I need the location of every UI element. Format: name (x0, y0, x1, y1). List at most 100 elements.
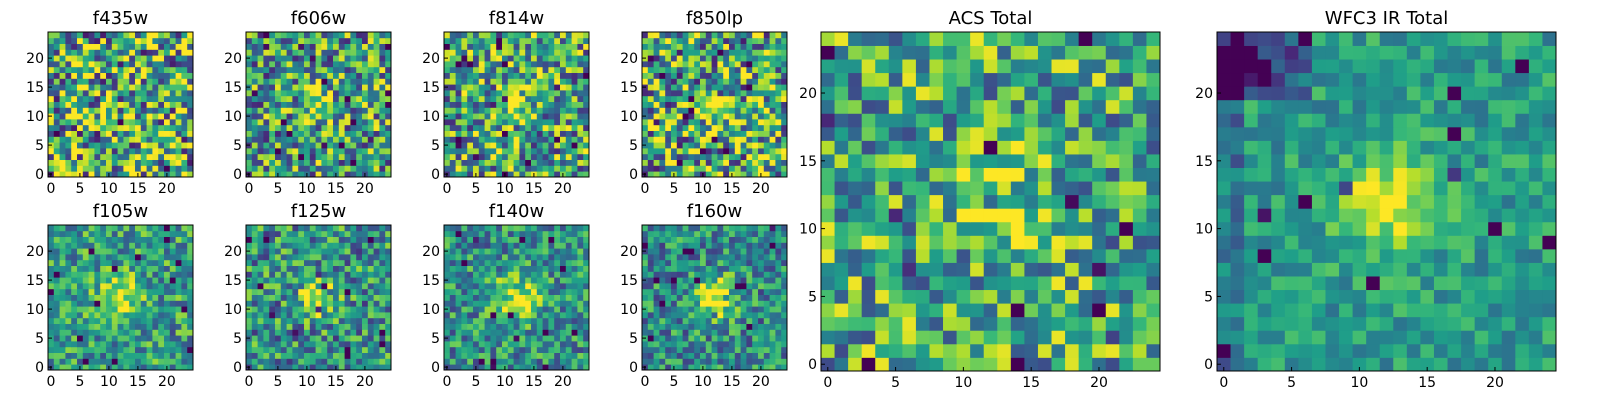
heatmap-cell (746, 288, 753, 295)
heatmap-cell (671, 306, 678, 313)
heatmap-cell (82, 165, 89, 172)
plot-frame-f814w (443, 31, 590, 178)
heatmap-cell (769, 335, 776, 342)
heatmap-cell (129, 107, 136, 114)
heatmap-cell (444, 136, 451, 143)
heatmap-cell (106, 300, 113, 307)
heatmap-cell (309, 32, 316, 39)
heatmap-cell (560, 55, 567, 62)
heatmap-cell (711, 171, 718, 178)
heatmap-cell (688, 159, 695, 166)
heatmap-cell (467, 119, 474, 126)
heatmap-cell (333, 90, 340, 97)
heatmap-cell (531, 346, 538, 353)
heatmap-cell (275, 225, 282, 232)
heatmap-cell (362, 242, 369, 249)
heatmap-cell (455, 294, 462, 301)
heatmap-cell (152, 323, 159, 330)
heatmap-cell (280, 72, 287, 79)
heatmap-cell (478, 346, 485, 353)
heatmap-cell (327, 230, 334, 237)
heatmap-cell (315, 84, 322, 91)
heatmap-cell (106, 329, 113, 336)
heatmap-cell (100, 136, 107, 143)
heatmap-cell (554, 124, 561, 131)
heatmap-cell (734, 341, 741, 348)
heatmap-cell (48, 153, 55, 160)
heatmap-cell (513, 37, 520, 44)
heatmap-cell (48, 283, 55, 290)
heatmap-cell (461, 306, 468, 313)
heatmap-cell (106, 165, 113, 172)
heatmap-cell (502, 84, 509, 91)
heatmap-cell (379, 283, 386, 290)
heatmap-cell (385, 294, 392, 301)
heatmap-cell (175, 335, 182, 342)
heatmap-cell (309, 142, 316, 149)
heatmap-cell (484, 254, 491, 261)
heatmap-cell (298, 90, 305, 97)
heatmap-cell (367, 236, 374, 243)
heatmap-cell (449, 90, 456, 97)
heatmap-cell (583, 364, 590, 371)
heatmap-cell (315, 341, 322, 348)
heatmap-cell (490, 294, 497, 301)
heatmap-cell (129, 148, 136, 155)
heatmap-cell (280, 364, 287, 371)
heatmap-cell (647, 32, 654, 39)
heatmap-cell (740, 346, 747, 353)
heatmap-cell (123, 61, 130, 68)
heatmap-cell (373, 323, 380, 330)
heatmap-cell (315, 37, 322, 44)
heatmap-cell (350, 312, 357, 319)
heatmap-cell (65, 254, 72, 261)
heatmap-cell (746, 283, 753, 290)
heatmap-cell (676, 294, 683, 301)
heatmap-cell (671, 312, 678, 319)
heatmap-cell (251, 312, 258, 319)
heatmap-cell (327, 225, 334, 232)
heatmap-cell (665, 136, 672, 143)
heatmap-cell (571, 225, 578, 232)
heatmap-cell (379, 43, 386, 50)
heatmap-cell (71, 259, 78, 266)
heatmap-cell (82, 288, 89, 295)
heatmap-cell (560, 259, 567, 266)
heatmap-cell (484, 95, 491, 102)
heatmap-cell (106, 130, 113, 137)
heatmap-cell (367, 225, 374, 232)
heatmap-cell (519, 259, 526, 266)
heatmap-cell (338, 159, 345, 166)
heatmap-cell (531, 113, 538, 120)
heatmap-cell (292, 364, 299, 371)
plot-frame-f435w (47, 31, 194, 178)
heatmap-cell (135, 55, 142, 62)
heatmap-cell (169, 171, 176, 178)
heatmap-cell (746, 78, 753, 85)
heatmap-cell (362, 61, 369, 68)
heatmap-cell (135, 130, 142, 137)
heatmap-cell (48, 43, 55, 50)
heatmap-cell (461, 323, 468, 330)
heatmap-cell (100, 130, 107, 137)
heatmap-cell (88, 323, 95, 330)
heatmap-cell (740, 171, 747, 178)
heatmap-cell (362, 254, 369, 261)
heatmap-cell (542, 32, 549, 39)
heatmap-cell (263, 78, 270, 85)
heatmap-cell (350, 72, 357, 79)
heatmap-cell (275, 259, 282, 266)
heatmap-cell (379, 352, 386, 359)
heatmap-cell (304, 95, 311, 102)
heatmap-cell (752, 78, 759, 85)
heatmap-cell (583, 130, 590, 137)
heatmap-cell (763, 130, 770, 137)
heatmap-cell (100, 248, 107, 255)
heatmap-cell (94, 32, 101, 39)
heatmap-cell (304, 236, 311, 243)
heatmap-cell (769, 265, 776, 272)
heatmap-cell (135, 32, 142, 39)
heatmap-cell (647, 335, 654, 342)
heatmap-cell (59, 101, 66, 108)
heatmap-cell (781, 119, 788, 126)
